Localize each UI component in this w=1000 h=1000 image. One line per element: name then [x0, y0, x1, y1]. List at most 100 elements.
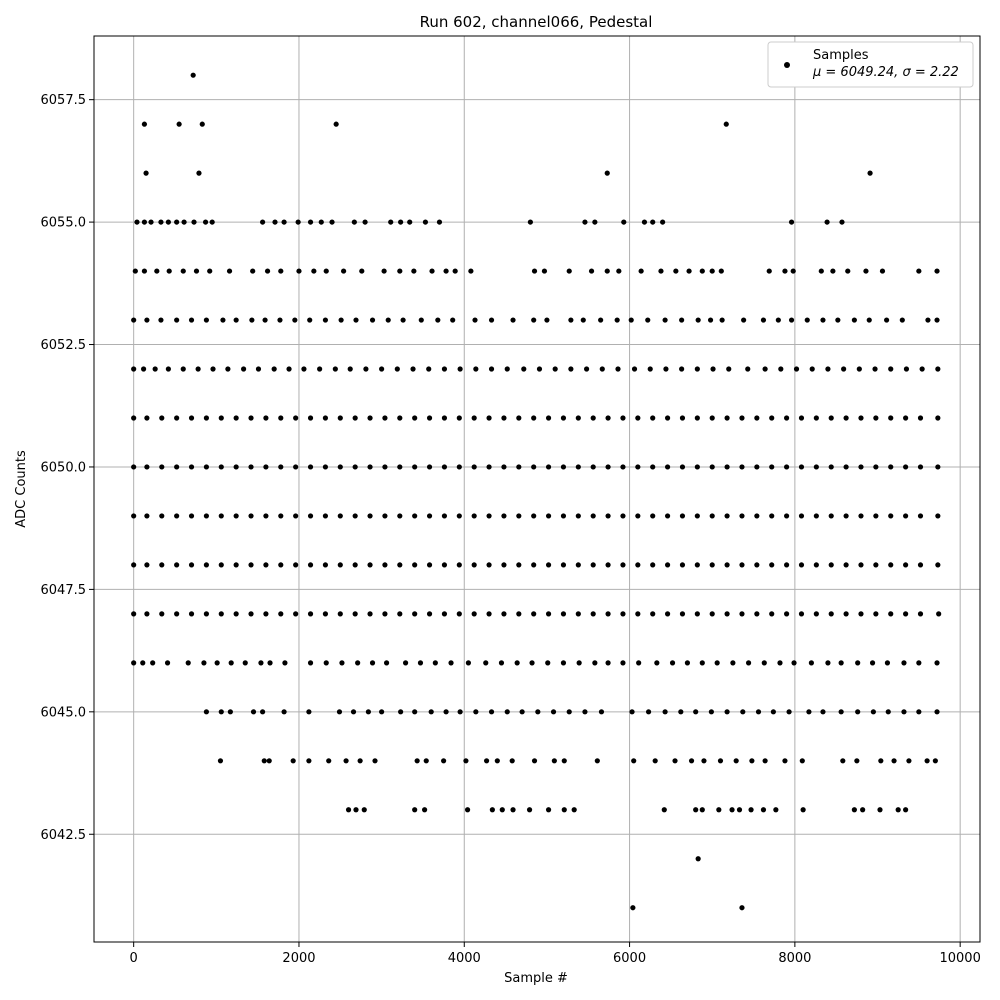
data-point: [531, 415, 537, 421]
data-point: [452, 268, 458, 274]
data-point: [336, 709, 343, 715]
data-point: [775, 317, 781, 323]
data-point: [669, 660, 676, 666]
data-point: [209, 219, 215, 225]
data-point: [441, 464, 448, 470]
data-point: [468, 268, 474, 274]
data-point: [828, 611, 834, 617]
data-point: [307, 562, 314, 568]
data-point: [329, 219, 335, 225]
data-point: [541, 268, 548, 274]
data-point: [799, 758, 805, 764]
legend-stats-sigma: σ = 2.22: [902, 65, 958, 80]
data-point: [402, 660, 409, 666]
data-point: [353, 807, 359, 813]
data-point: [845, 268, 851, 274]
data-point: [855, 660, 861, 666]
y-tick-label: 6047.5: [41, 583, 87, 598]
data-point: [650, 219, 656, 225]
data-point: [166, 268, 172, 274]
data-point: [218, 562, 224, 568]
data-point: [248, 611, 254, 617]
data-point: [568, 317, 574, 323]
data-point: [934, 660, 940, 666]
data-point: [754, 562, 760, 568]
data-point: [641, 219, 648, 225]
data-point: [337, 415, 343, 421]
data-point: [471, 513, 477, 519]
data-point: [635, 562, 641, 568]
data-point: [709, 415, 715, 421]
data-point: [486, 611, 492, 617]
data-point: [840, 758, 846, 764]
legend-marker: [784, 62, 790, 68]
data-point: [739, 513, 745, 519]
data-point: [483, 660, 489, 666]
data-point: [820, 709, 826, 715]
legend-label: Samples: [813, 48, 869, 63]
data-point: [220, 317, 226, 323]
data-point: [740, 709, 746, 715]
data-point: [394, 366, 400, 372]
data-point: [878, 758, 884, 764]
data-point: [472, 317, 478, 323]
data-point: [724, 464, 730, 470]
data-point: [729, 807, 735, 813]
data-point: [560, 611, 567, 617]
data-point: [888, 415, 894, 421]
data-point: [131, 464, 137, 470]
data-point: [188, 611, 195, 617]
data-point: [843, 513, 849, 519]
data-point: [769, 611, 775, 617]
data-point: [813, 611, 819, 617]
data-point: [825, 366, 831, 372]
data-point: [694, 464, 700, 470]
data-point: [661, 807, 667, 813]
data-point: [441, 366, 448, 372]
data-point: [174, 317, 180, 323]
data-point: [851, 807, 857, 813]
data-point: [203, 513, 210, 519]
data-point: [332, 366, 338, 372]
data-point: [412, 464, 418, 470]
data-point: [843, 611, 849, 617]
data-point: [888, 513, 894, 519]
data-point: [501, 513, 507, 519]
data-point: [372, 758, 378, 764]
data-point: [664, 464, 671, 470]
data-point: [679, 513, 686, 519]
data-point: [560, 660, 567, 666]
data-point: [813, 415, 819, 421]
data-point: [636, 660, 642, 666]
data-point: [761, 660, 767, 666]
data-point: [514, 660, 520, 666]
data-point: [769, 513, 775, 519]
data-point: [428, 709, 434, 715]
data-point: [412, 415, 418, 421]
data-point: [278, 513, 284, 519]
data-point: [694, 562, 700, 568]
data-point: [426, 562, 433, 568]
data-point: [739, 611, 745, 617]
data-point: [141, 219, 148, 225]
data-point: [504, 366, 510, 372]
data-point: [443, 709, 449, 715]
data-point: [501, 415, 507, 421]
data-point: [575, 415, 581, 421]
data-point: [281, 709, 287, 715]
data-point: [159, 464, 165, 470]
data-point: [159, 415, 165, 421]
data-point: [664, 513, 671, 519]
data-point: [271, 366, 277, 372]
data-point: [629, 709, 635, 715]
data-point: [638, 268, 644, 274]
data-point: [686, 268, 692, 274]
data-point: [531, 611, 537, 617]
data-point: [337, 513, 343, 519]
data-point: [471, 562, 477, 568]
data-point: [158, 219, 164, 225]
data-point: [916, 709, 922, 715]
data-point: [724, 562, 730, 568]
data-point: [679, 611, 686, 617]
